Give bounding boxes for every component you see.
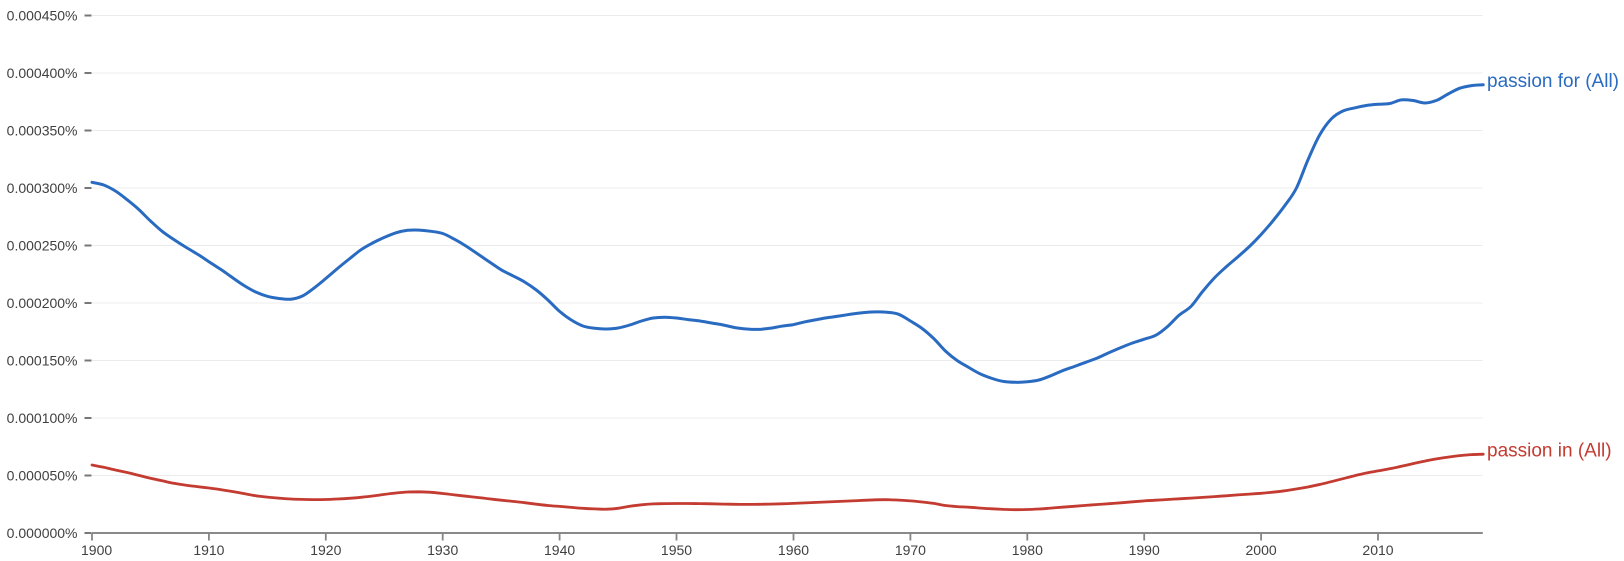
svg-text:1900: 1900 xyxy=(81,542,112,558)
svg-text:passion for (All): passion for (All) xyxy=(1487,71,1619,92)
svg-text:0.000100%: 0.000100% xyxy=(7,410,78,426)
svg-text:0.000350%: 0.000350% xyxy=(7,123,78,139)
svg-text:0.000400%: 0.000400% xyxy=(7,65,78,81)
svg-text:0.000450%: 0.000450% xyxy=(7,8,78,24)
svg-text:0.000300%: 0.000300% xyxy=(7,180,78,196)
svg-text:passion in (All): passion in (All) xyxy=(1487,441,1612,462)
svg-text:2010: 2010 xyxy=(1362,542,1393,558)
svg-text:0.000050%: 0.000050% xyxy=(7,468,78,484)
svg-text:0.000000%: 0.000000% xyxy=(7,525,78,541)
svg-text:1950: 1950 xyxy=(661,542,692,558)
svg-text:0.000200%: 0.000200% xyxy=(7,295,78,311)
svg-text:1940: 1940 xyxy=(544,542,575,558)
svg-text:1960: 1960 xyxy=(778,542,809,558)
svg-text:1930: 1930 xyxy=(427,542,458,558)
svg-text:1980: 1980 xyxy=(1012,542,1043,558)
svg-text:0.000150%: 0.000150% xyxy=(7,353,78,369)
svg-text:1920: 1920 xyxy=(310,542,341,558)
svg-text:1970: 1970 xyxy=(895,542,926,558)
svg-text:2000: 2000 xyxy=(1246,542,1277,558)
svg-text:1990: 1990 xyxy=(1129,542,1160,558)
svg-text:0.000250%: 0.000250% xyxy=(7,238,78,254)
svg-text:1910: 1910 xyxy=(193,542,224,558)
